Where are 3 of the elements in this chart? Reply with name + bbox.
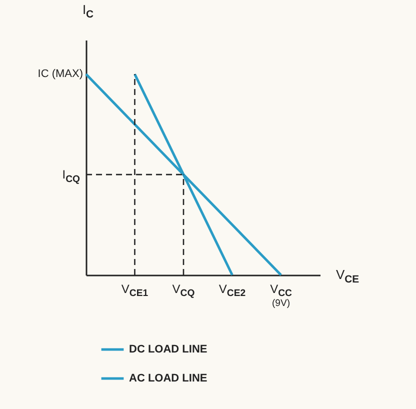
legend-label: AC LOAD LINE [129, 372, 208, 384]
text: IC (MAX) [38, 68, 84, 80]
legend-label: DC LOAD LINE [129, 344, 208, 356]
